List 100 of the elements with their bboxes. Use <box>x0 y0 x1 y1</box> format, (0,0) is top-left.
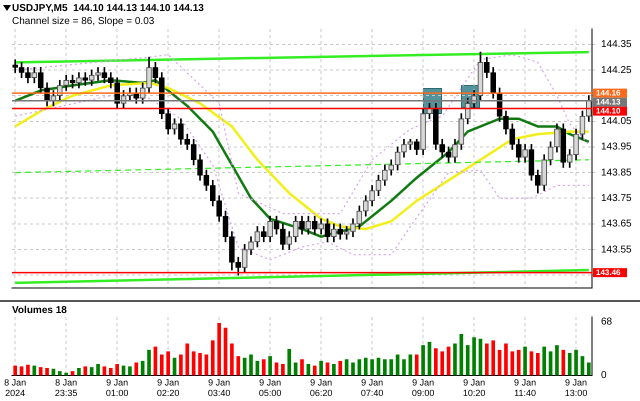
x-tick-label: 9 Jan 11:40 <box>514 377 536 398</box>
bar <box>26 364 30 376</box>
bar <box>256 360 260 376</box>
bar <box>383 359 387 376</box>
bar <box>198 352 202 376</box>
bar <box>166 351 170 376</box>
x-tick-label: 8 Jan 23:35 <box>54 377 78 398</box>
bar <box>185 344 190 376</box>
bar <box>491 340 496 376</box>
bar <box>128 366 132 376</box>
bar <box>64 372 68 376</box>
bar <box>530 351 534 376</box>
bar <box>472 337 476 376</box>
y-tick-label: 143.85 <box>601 167 632 178</box>
bar <box>160 354 164 376</box>
bar <box>268 356 272 376</box>
bar <box>376 358 380 376</box>
bar <box>249 354 253 376</box>
bar <box>460 334 464 376</box>
chart-subtitle: Channel size = 86, Slope = 0.03 <box>12 16 155 27</box>
bar <box>568 352 572 376</box>
x-tick-label: 9 Jan 13:00 <box>564 377 588 398</box>
x-tick-label: 9 Jan 09:00 <box>412 377 434 398</box>
y-tick-label: 68 <box>601 316 613 328</box>
bar <box>38 367 43 376</box>
bar <box>408 354 412 376</box>
bar <box>294 362 298 376</box>
x-tick-label: 9 Jan 06:20 <box>310 377 332 398</box>
bar <box>32 366 36 376</box>
bar <box>242 358 246 376</box>
bar <box>20 366 24 376</box>
bar <box>192 351 196 376</box>
bar <box>204 354 208 376</box>
bar <box>370 359 374 376</box>
x-tick-label: 9 Jan 07:40 <box>360 377 384 398</box>
bar <box>83 366 88 376</box>
bar <box>428 342 432 376</box>
bar <box>485 344 489 376</box>
bar <box>274 362 278 376</box>
x-tick-label: 8 Jan 2024 <box>4 377 26 398</box>
chart-title: USDJPY,M5 144.10 144.13 144.10 144.13 <box>12 2 204 14</box>
bar <box>179 354 183 376</box>
x-tick-label: 9 Jan 10:20 <box>462 377 486 398</box>
bar <box>586 362 591 376</box>
bar <box>217 322 221 376</box>
ref-line-label: 144.16 <box>596 88 622 98</box>
bar <box>52 368 56 376</box>
y-tick-label: 144.25 <box>601 64 632 76</box>
bar <box>561 350 566 376</box>
bar <box>262 359 266 376</box>
bar <box>402 359 406 376</box>
bar <box>434 348 438 376</box>
bar <box>421 345 425 376</box>
bar <box>140 360 144 376</box>
bar <box>102 366 106 376</box>
bar <box>389 359 394 376</box>
y-tick-label: 0 <box>601 370 607 382</box>
bar <box>134 362 138 376</box>
bar <box>108 368 113 376</box>
x-tick-label: 9 Jan 01:00 <box>106 377 128 398</box>
y-tick-label: 143.65 <box>601 218 632 230</box>
y-tick-label: 143.55 <box>601 244 632 256</box>
bar <box>453 344 457 376</box>
bar <box>306 364 310 376</box>
y-tick-label: 143.95 <box>601 142 632 153</box>
ref-line-label: 143.46 <box>596 268 622 277</box>
chart-title: Volumes 18 <box>12 304 68 316</box>
bar <box>224 328 228 376</box>
bar <box>364 358 368 376</box>
y-tick-label: 144.05 <box>601 116 632 128</box>
bar <box>536 352 540 376</box>
bar <box>210 340 215 376</box>
y-tick-label: 144.35 <box>601 39 632 50</box>
bar <box>516 350 521 376</box>
bar <box>326 362 330 376</box>
ref-line-label: 144.13 <box>596 97 622 106</box>
bar <box>312 366 317 376</box>
bar <box>548 351 552 376</box>
bar <box>281 364 285 376</box>
bar <box>45 368 49 376</box>
y-tick-label: 143.75 <box>601 193 632 204</box>
bar <box>154 346 158 376</box>
bar <box>440 351 444 376</box>
bar <box>300 359 304 376</box>
bar <box>332 364 336 376</box>
bar <box>414 354 419 376</box>
bar <box>498 350 502 376</box>
bar <box>555 345 559 376</box>
bar <box>319 360 323 376</box>
bar <box>466 345 470 376</box>
bar <box>344 359 348 376</box>
bar <box>236 356 240 376</box>
bar <box>90 367 94 376</box>
bar <box>147 350 151 376</box>
bar <box>504 344 508 376</box>
ref-line-label: 144.10 <box>596 106 622 116</box>
bar <box>523 346 527 376</box>
x-tick-label: 9 Jan 02:20 <box>156 377 180 398</box>
x-tick-label: 9 Jan 05:00 <box>258 377 282 398</box>
line-series <box>14 54 590 214</box>
